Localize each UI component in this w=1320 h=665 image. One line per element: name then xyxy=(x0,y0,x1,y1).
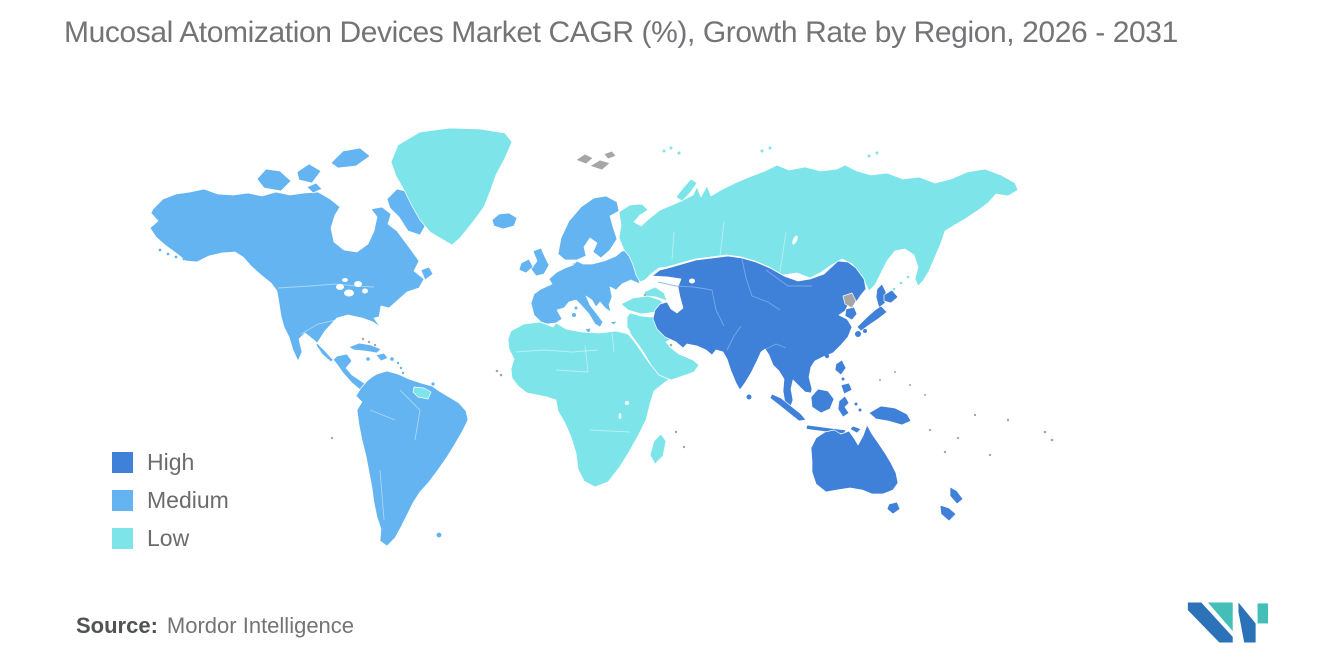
region-north-america xyxy=(149,147,434,405)
legend-swatch-medium xyxy=(112,490,133,511)
legend-swatch-low xyxy=(112,528,133,549)
legend-swatch-high xyxy=(112,452,133,473)
legend: High Medium Low xyxy=(112,449,229,566)
region-europe xyxy=(491,195,641,335)
region-africa xyxy=(507,321,676,488)
region-no-data xyxy=(330,150,1054,457)
legend-label-low: Low xyxy=(147,525,190,551)
region-south-america xyxy=(355,370,469,547)
legend-label-medium: Medium xyxy=(147,487,229,513)
region-russia xyxy=(618,146,1019,292)
legend-item-medium: Medium xyxy=(112,487,229,513)
chart-title: Mucosal Atomization Devices Market CAGR … xyxy=(64,16,1178,49)
region-guyanas xyxy=(412,386,432,400)
source-text: Mordor Intelligence xyxy=(166,613,355,638)
lakes xyxy=(336,235,798,419)
source-line: Source: Mordor Intelligence xyxy=(76,613,354,639)
source-label: Source: xyxy=(76,613,158,638)
country-borders xyxy=(277,221,812,521)
mordor-intelligence-logo xyxy=(1187,602,1269,643)
legend-label-high: High xyxy=(147,449,195,475)
region-greenland xyxy=(390,127,513,246)
legend-item-high: High xyxy=(112,449,229,475)
region-asia-pacific xyxy=(651,255,964,522)
legend-item-low: Low xyxy=(112,525,229,551)
